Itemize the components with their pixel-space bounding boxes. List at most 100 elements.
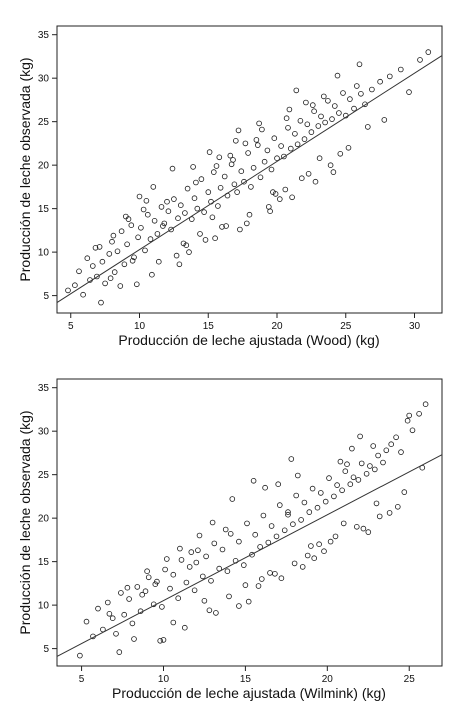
data-point [123, 213, 129, 220]
data-point [388, 441, 395, 448]
data-point [285, 125, 291, 131]
data-point [126, 596, 132, 602]
data-point [259, 126, 265, 133]
data-point [301, 499, 308, 506]
data-point [246, 211, 253, 218]
regression-line [56, 55, 443, 303]
data-point [309, 485, 316, 492]
x-tick-label: 10 [134, 321, 146, 332]
data-point [135, 234, 141, 241]
data-point [336, 110, 342, 116]
data-point [209, 214, 216, 221]
x-tick-label: 20 [322, 674, 334, 685]
data-point [236, 603, 242, 609]
data-point [175, 595, 182, 601]
data-point [190, 164, 196, 170]
regression-line-group [56, 55, 443, 303]
data-point [227, 152, 234, 159]
data-point [77, 652, 83, 659]
data-point [329, 116, 335, 122]
data-point [121, 261, 128, 268]
data-point [355, 477, 362, 483]
data-point [290, 521, 296, 527]
data-point [289, 194, 295, 201]
y-tick-label: 5 [43, 291, 49, 302]
data-point [258, 576, 265, 582]
data-point [158, 204, 165, 210]
data-point [276, 196, 283, 202]
data-point [281, 527, 288, 534]
data-point [248, 184, 254, 190]
x-tick-label: 30 [409, 321, 421, 332]
data-point [326, 475, 332, 481]
data-point [292, 131, 298, 137]
data-point [215, 203, 221, 209]
data-point [272, 570, 278, 577]
y-axis-ticks: 5 10 15 20 25 30 35 [38, 383, 57, 655]
data-point [358, 460, 365, 467]
data-point [196, 532, 203, 539]
y-tick-label: 20 [38, 514, 50, 525]
data-point [107, 275, 114, 282]
data-point [90, 263, 96, 269]
data-point [314, 504, 321, 511]
data-point [182, 624, 188, 631]
data-point [170, 619, 177, 626]
data-point [356, 61, 363, 68]
data-point [260, 512, 267, 519]
data-point [365, 529, 372, 535]
data-point [273, 533, 280, 540]
data-point [83, 618, 90, 625]
data-point [205, 189, 212, 195]
regression-line [56, 454, 443, 657]
data-point [213, 163, 220, 169]
data-point [274, 155, 280, 162]
data-point [265, 539, 272, 546]
data-point [160, 637, 167, 643]
data-point [301, 136, 308, 142]
data-point [206, 149, 213, 155]
x-tick-label: 15 [203, 321, 215, 332]
y-tick-label: 35 [38, 30, 50, 41]
data-point [416, 410, 422, 417]
data-point [106, 610, 113, 617]
data-point [350, 474, 357, 481]
data-point [191, 587, 198, 594]
data-point [332, 533, 339, 540]
data-point [267, 570, 273, 576]
data-point [175, 215, 181, 222]
x-axis-title: Producción de leche ajustada (Wood) (kg) [118, 332, 379, 348]
data-point [283, 115, 290, 121]
data-point [275, 481, 282, 488]
data-point [316, 541, 322, 547]
data-point [162, 566, 168, 573]
data-point [342, 468, 349, 475]
data-point [358, 91, 364, 97]
data-point [142, 247, 148, 254]
data-point [227, 530, 234, 537]
plot-frame [56, 25, 443, 314]
data-point [231, 181, 238, 188]
data-point [191, 195, 198, 202]
data-point [327, 538, 334, 545]
scatter-points [65, 49, 432, 306]
data-point [257, 544, 263, 550]
x-tick-label: 5 [79, 674, 85, 685]
y-tick-label: 35 [38, 383, 50, 394]
data-point [114, 248, 121, 255]
y-tick-label: 25 [38, 470, 50, 481]
data-point [334, 72, 341, 79]
data-point [131, 254, 137, 261]
data-point [121, 611, 127, 618]
data-point [250, 477, 257, 484]
y-tick-label: 10 [38, 248, 50, 259]
data-point [245, 150, 251, 156]
data-point [171, 196, 177, 202]
data-point [149, 271, 155, 278]
data-point [298, 175, 305, 182]
data-point [167, 585, 173, 592]
y-tick-label: 15 [38, 557, 50, 568]
x-axis-ticks: 5 10 15 20 25 30 [68, 313, 421, 332]
data-point [264, 147, 271, 154]
data-point [178, 557, 185, 563]
